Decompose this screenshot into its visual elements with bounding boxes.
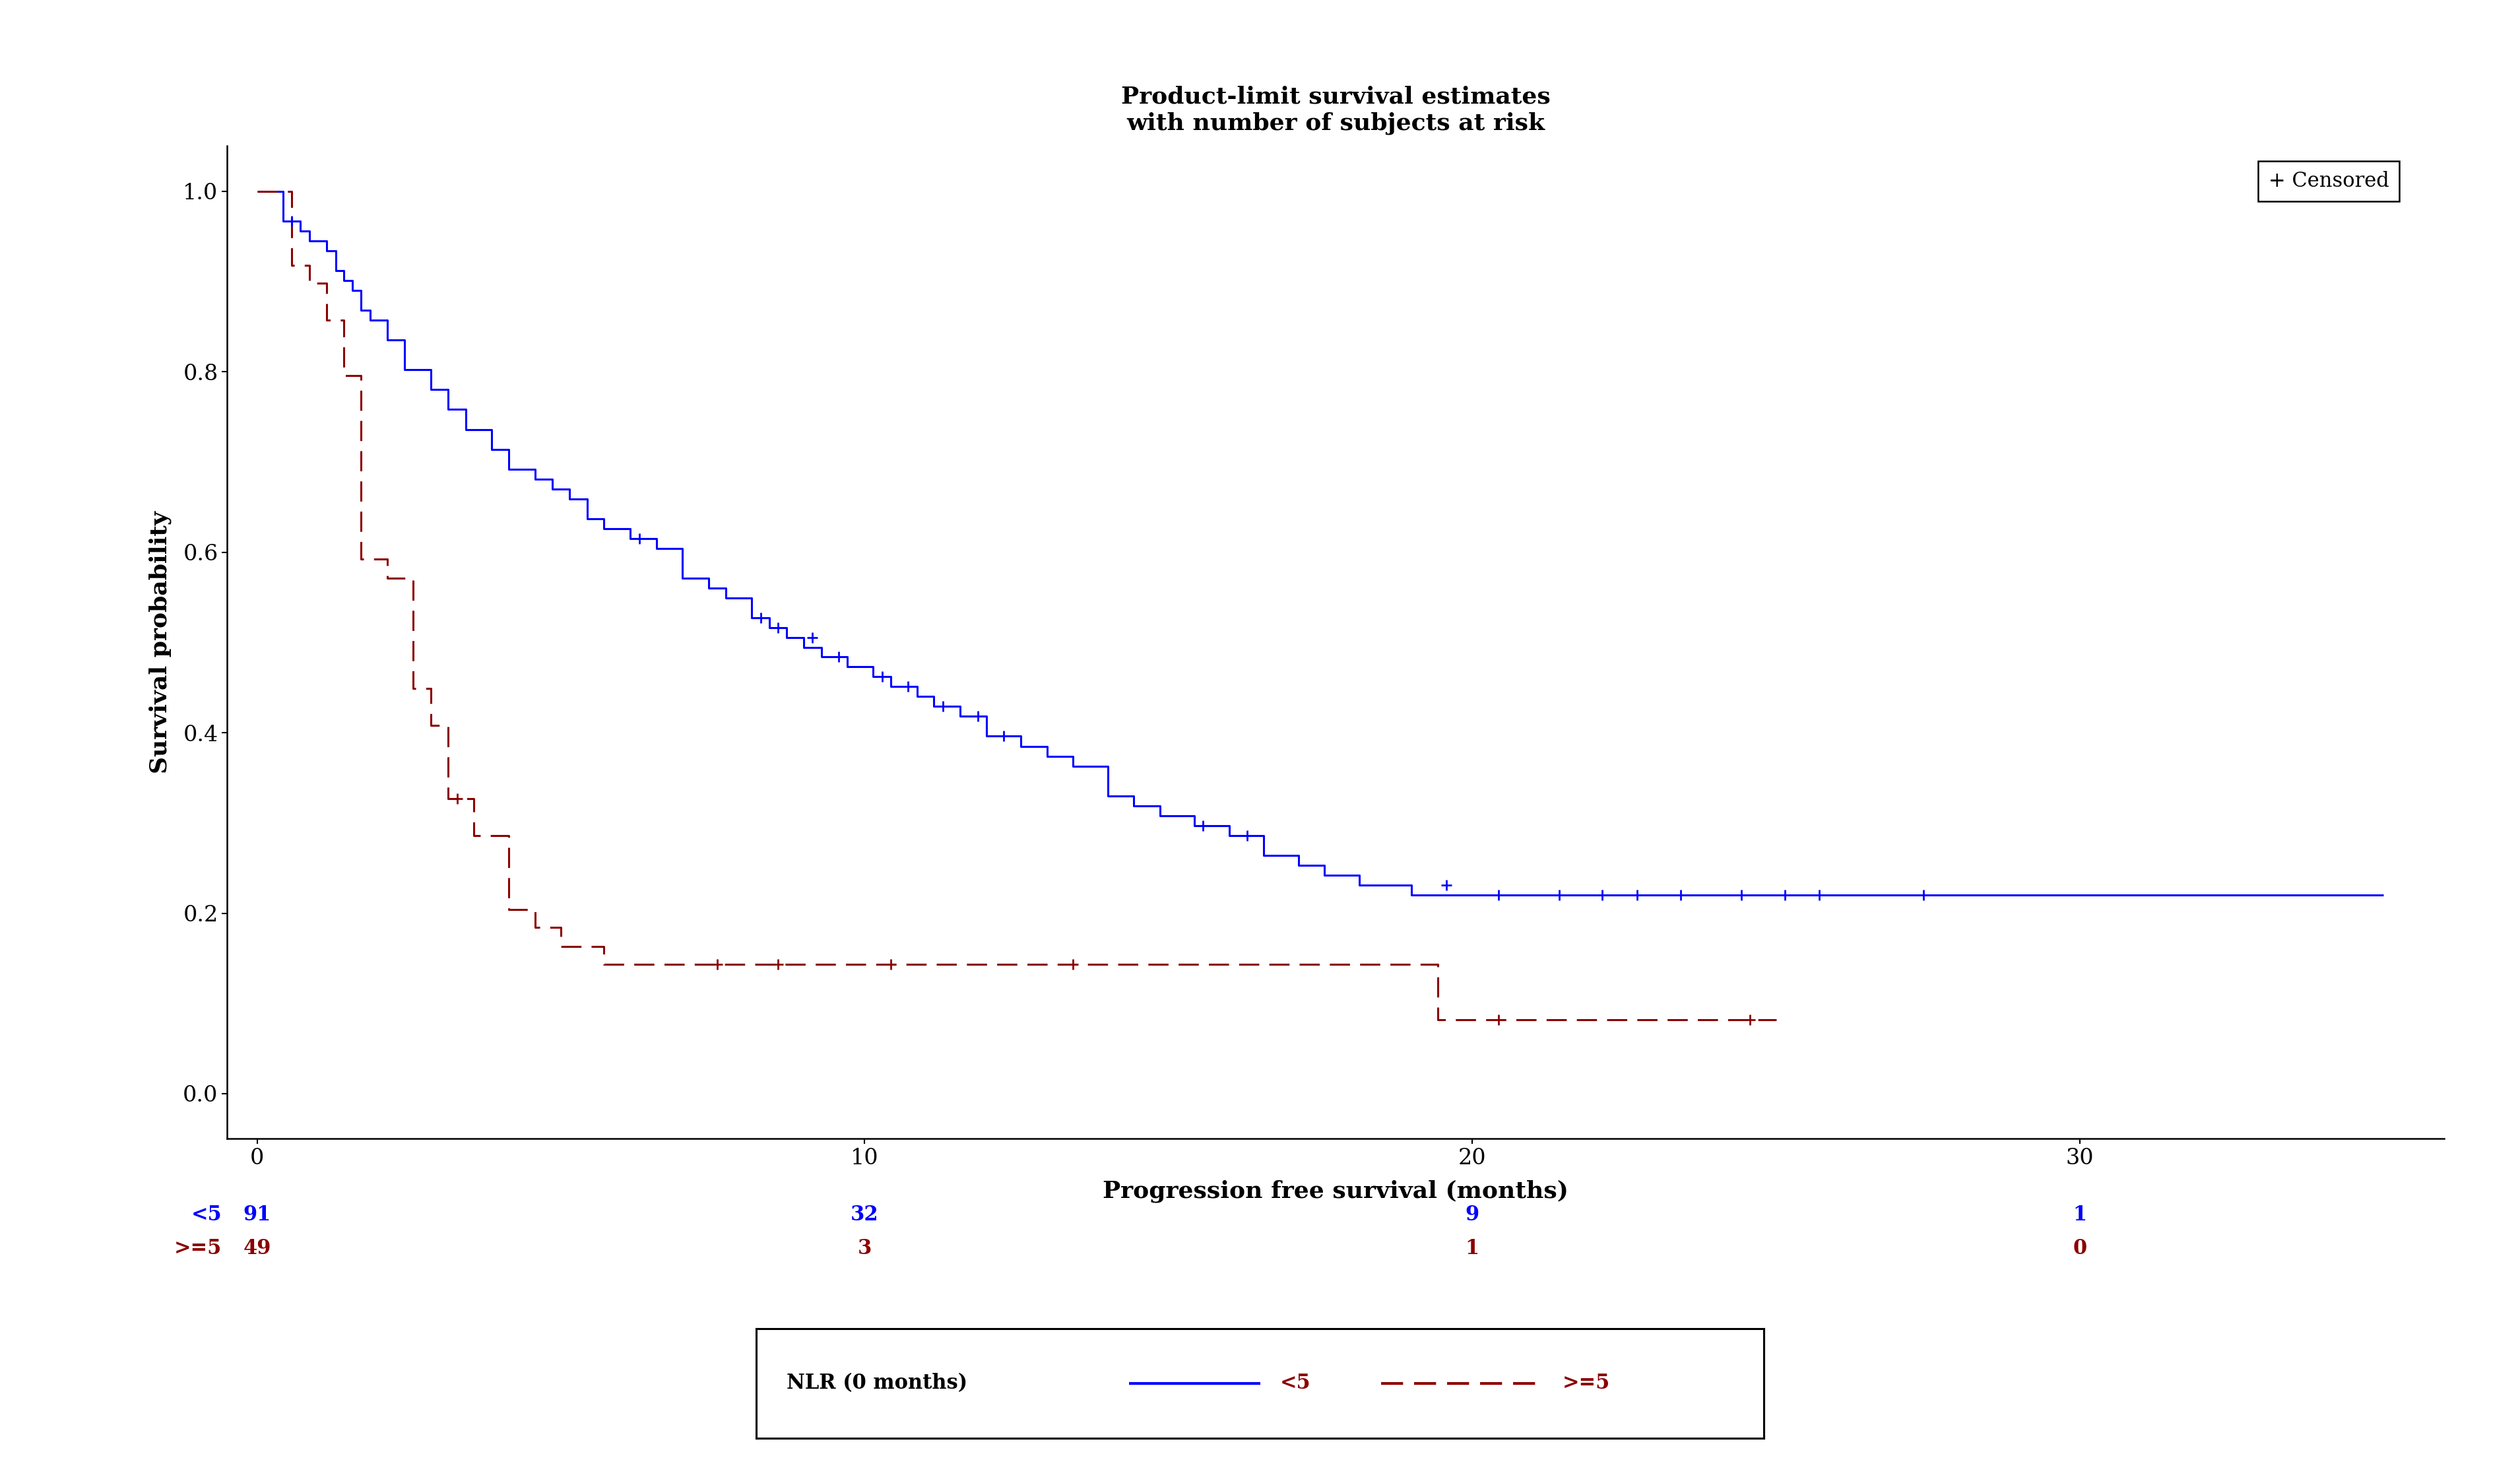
Title: Product-limit survival estimates
with number of subjects at risk: Product-limit survival estimates with nu… — [1121, 86, 1550, 134]
Text: 0: 0 — [2074, 1238, 2087, 1259]
Text: <5: <5 — [1280, 1372, 1310, 1394]
Text: 32: 32 — [852, 1204, 879, 1225]
X-axis label: Progression free survival (months): Progression free survival (months) — [1104, 1180, 1567, 1203]
Text: >=5: >=5 — [1562, 1372, 1610, 1394]
Text: 9: 9 — [1464, 1204, 1479, 1225]
Text: 1: 1 — [2074, 1204, 2087, 1225]
Text: >=5: >=5 — [174, 1238, 222, 1259]
Text: <5: <5 — [192, 1204, 222, 1225]
Y-axis label: Survival probability: Survival probability — [149, 511, 171, 774]
Text: NLR (0 months): NLR (0 months) — [786, 1372, 968, 1394]
Text: 3: 3 — [857, 1238, 872, 1259]
Text: 1: 1 — [1464, 1238, 1479, 1259]
Text: 91: 91 — [244, 1204, 272, 1225]
Text: + Censored: + Censored — [2268, 171, 2389, 191]
Text: 49: 49 — [244, 1238, 272, 1259]
